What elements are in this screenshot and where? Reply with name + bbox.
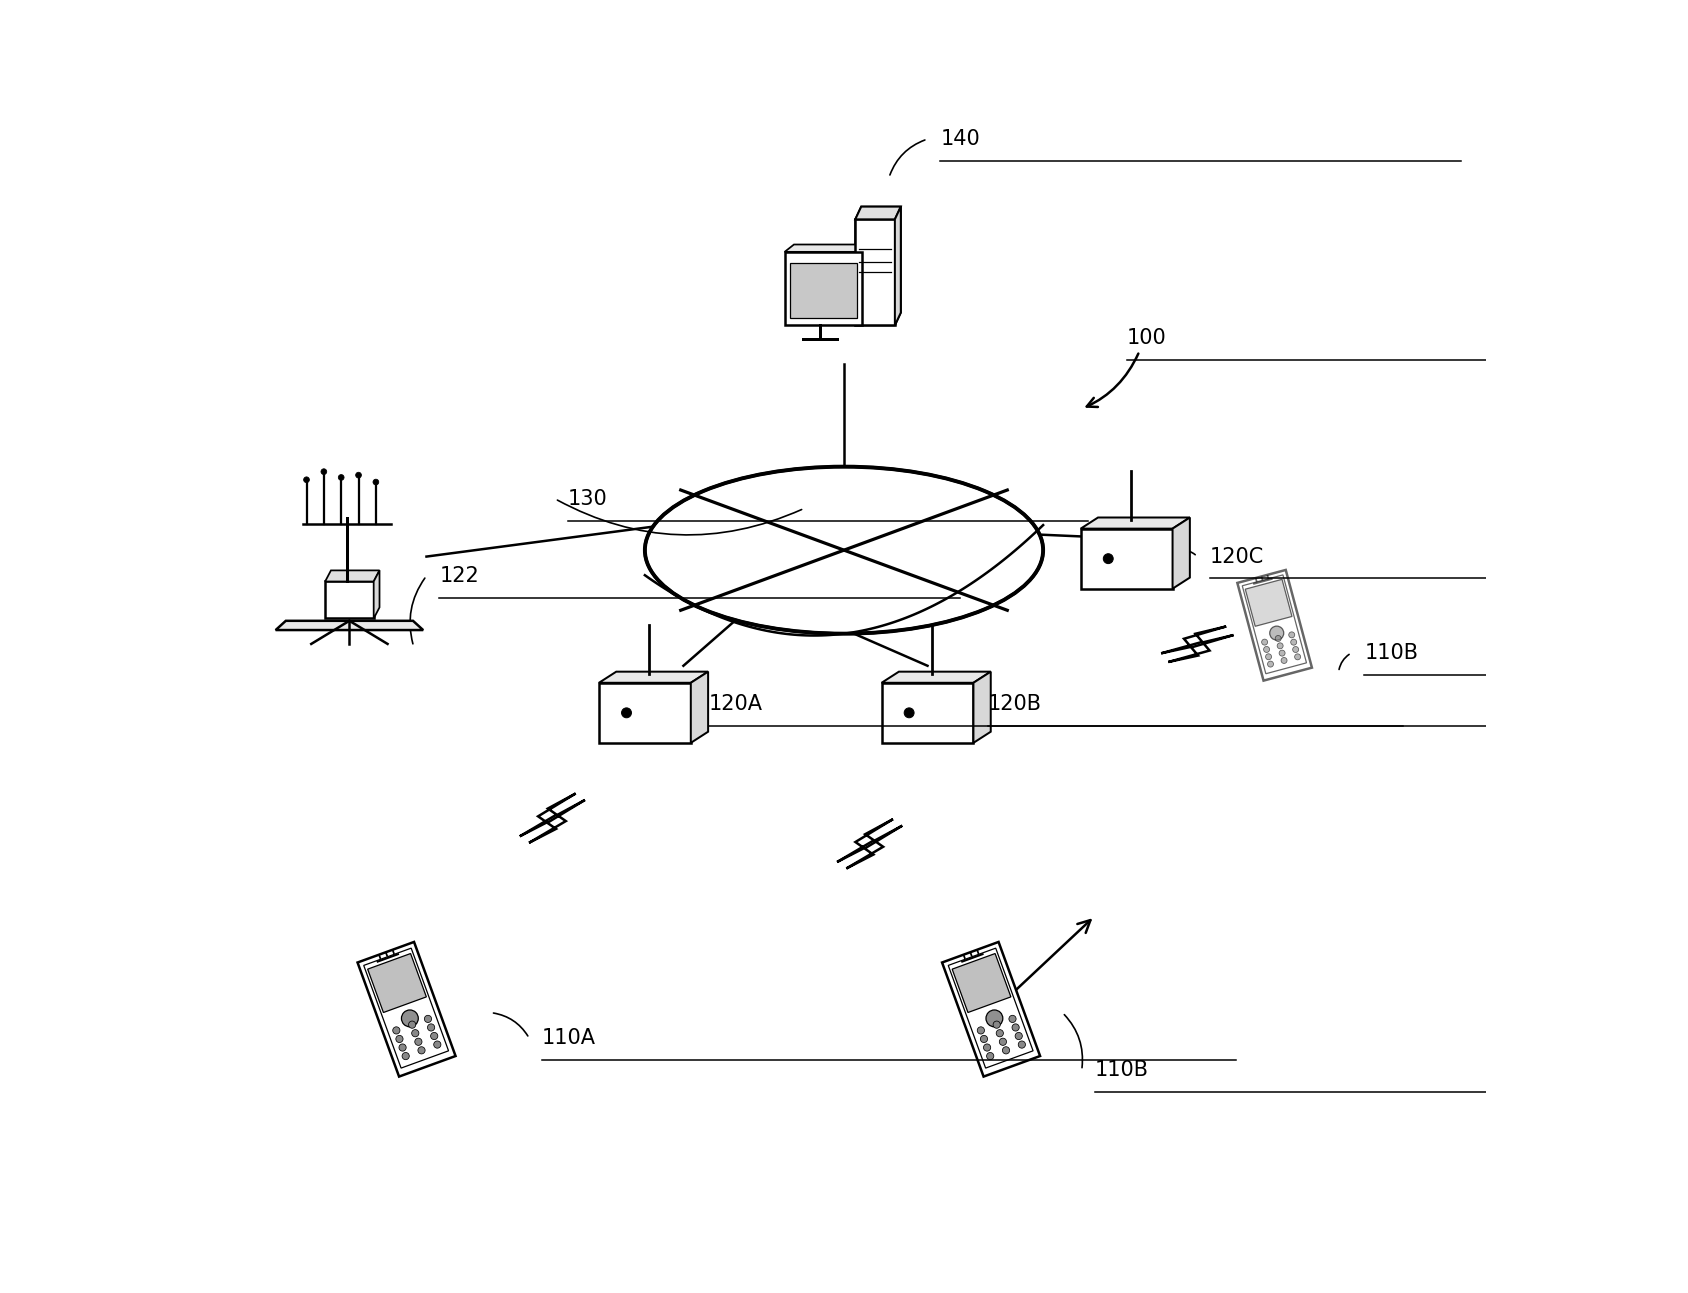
Circle shape — [402, 1010, 419, 1027]
Circle shape — [1261, 639, 1268, 645]
Text: 110B: 110B — [1364, 643, 1418, 663]
Polygon shape — [599, 683, 690, 743]
Polygon shape — [846, 826, 903, 869]
Polygon shape — [1080, 517, 1190, 529]
Circle shape — [1264, 646, 1269, 653]
Polygon shape — [1168, 635, 1234, 662]
Text: 120A: 120A — [709, 694, 763, 714]
Circle shape — [398, 1043, 407, 1051]
Polygon shape — [863, 244, 871, 326]
Polygon shape — [837, 820, 893, 862]
Polygon shape — [528, 800, 586, 843]
Polygon shape — [974, 671, 991, 743]
Circle shape — [373, 480, 378, 485]
Polygon shape — [785, 252, 863, 326]
Polygon shape — [326, 582, 373, 618]
Circle shape — [1280, 650, 1285, 656]
Polygon shape — [1080, 529, 1173, 588]
Polygon shape — [520, 794, 576, 837]
Polygon shape — [373, 570, 380, 618]
Polygon shape — [368, 953, 427, 1012]
Polygon shape — [785, 244, 871, 252]
Circle shape — [1018, 1041, 1025, 1049]
Circle shape — [1274, 635, 1281, 641]
Circle shape — [1009, 1015, 1016, 1023]
Polygon shape — [1161, 626, 1225, 653]
Circle shape — [984, 1043, 991, 1051]
Polygon shape — [856, 207, 901, 326]
Polygon shape — [881, 671, 991, 683]
Circle shape — [1003, 1047, 1009, 1054]
Circle shape — [424, 1015, 432, 1023]
Circle shape — [412, 1029, 419, 1037]
Polygon shape — [1246, 579, 1291, 626]
Polygon shape — [881, 683, 974, 743]
Circle shape — [986, 1053, 994, 1060]
Polygon shape — [952, 953, 1011, 1012]
Text: 110A: 110A — [542, 1028, 596, 1049]
Circle shape — [1266, 654, 1271, 659]
Circle shape — [393, 1027, 400, 1034]
Circle shape — [402, 1053, 408, 1060]
Polygon shape — [895, 207, 901, 326]
Circle shape — [1291, 639, 1296, 645]
Ellipse shape — [645, 467, 1043, 634]
Polygon shape — [275, 621, 424, 630]
Polygon shape — [790, 262, 858, 318]
Circle shape — [1288, 632, 1295, 637]
Circle shape — [1295, 654, 1301, 659]
Circle shape — [419, 1047, 425, 1054]
Circle shape — [621, 707, 631, 718]
Polygon shape — [326, 570, 380, 582]
Circle shape — [905, 707, 915, 718]
Circle shape — [1014, 1032, 1023, 1040]
Text: 130: 130 — [567, 489, 608, 508]
Circle shape — [430, 1032, 437, 1040]
Circle shape — [321, 469, 327, 475]
Text: 120B: 120B — [987, 694, 1041, 714]
Text: 100: 100 — [1126, 328, 1166, 348]
Circle shape — [977, 1027, 984, 1034]
Text: 122: 122 — [439, 566, 479, 586]
Circle shape — [981, 1036, 987, 1042]
Text: 120C: 120C — [1210, 547, 1264, 566]
Circle shape — [1104, 553, 1112, 564]
Polygon shape — [1237, 570, 1312, 680]
Polygon shape — [856, 220, 895, 326]
Polygon shape — [358, 941, 456, 1077]
Circle shape — [415, 1038, 422, 1045]
Circle shape — [1278, 643, 1283, 649]
Polygon shape — [599, 671, 707, 683]
Polygon shape — [690, 671, 707, 743]
Circle shape — [427, 1024, 436, 1031]
Polygon shape — [942, 941, 1040, 1077]
Circle shape — [304, 477, 309, 482]
Circle shape — [1293, 646, 1298, 653]
Circle shape — [1013, 1024, 1020, 1031]
Circle shape — [986, 1010, 1003, 1027]
Circle shape — [999, 1038, 1006, 1045]
Circle shape — [356, 472, 361, 478]
Circle shape — [397, 1036, 403, 1042]
Circle shape — [996, 1029, 1003, 1037]
Text: 110B: 110B — [1094, 1060, 1148, 1081]
Circle shape — [1281, 657, 1286, 663]
Circle shape — [338, 475, 344, 480]
Polygon shape — [1173, 517, 1190, 588]
Text: 140: 140 — [940, 129, 981, 149]
Circle shape — [1268, 661, 1273, 667]
Circle shape — [408, 1021, 415, 1028]
Polygon shape — [856, 207, 901, 220]
Circle shape — [993, 1021, 1001, 1028]
Circle shape — [1269, 626, 1285, 640]
Circle shape — [434, 1041, 441, 1049]
